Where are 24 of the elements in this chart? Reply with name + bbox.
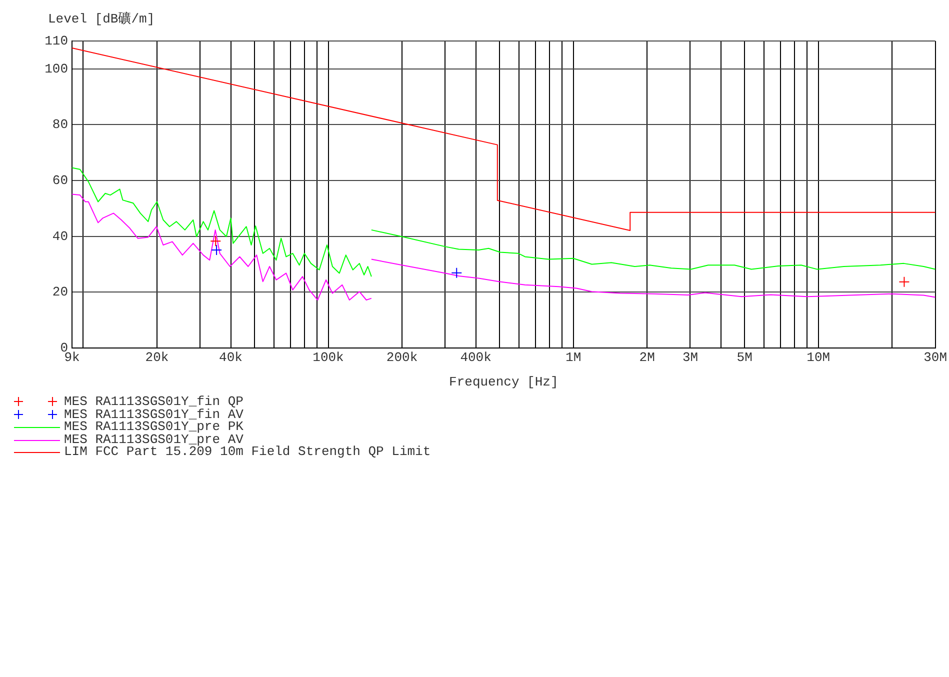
x-tick-label: 20k — [145, 350, 169, 366]
legend-label: MES RA1113SGS01Y_pre AV — [64, 432, 244, 446]
x-tick-label: 200k — [386, 350, 418, 366]
x-tick-label: 10M — [806, 350, 830, 366]
y-tick-label: 20 — [52, 284, 68, 300]
x-tick-label: 9k — [64, 350, 80, 366]
x-tick-label: 5M — [736, 350, 752, 366]
legend-label: MES RA1113SGS01Y_fin QP — [64, 394, 244, 409]
y-tick-label: 60 — [52, 172, 68, 188]
y-tick-label: 40 — [52, 228, 68, 244]
x-tick-label: 2M — [639, 350, 655, 366]
x-axis-title: Frequency [Hz] — [449, 374, 558, 390]
legend-label: MES RA1113SGS01Y_fin AV — [64, 406, 244, 422]
y-tick-label: 110 — [44, 33, 68, 48]
legend-label: MES RA1113SGS01Y_pre PK — [64, 419, 244, 434]
x-tick-label: 3M — [682, 350, 698, 366]
x-tick-label: 30M — [924, 350, 947, 366]
x-tick-label: 40k — [219, 350, 243, 366]
x-tick-label: 1M — [566, 350, 582, 366]
y-tick-label: 100 — [44, 61, 68, 76]
x-tick-label: 400k — [460, 350, 492, 366]
y-axis-title: Level [dB礦/m] — [48, 11, 155, 26]
x-tick-label: 100k — [312, 350, 344, 366]
y-tick-label: 80 — [52, 117, 68, 132]
